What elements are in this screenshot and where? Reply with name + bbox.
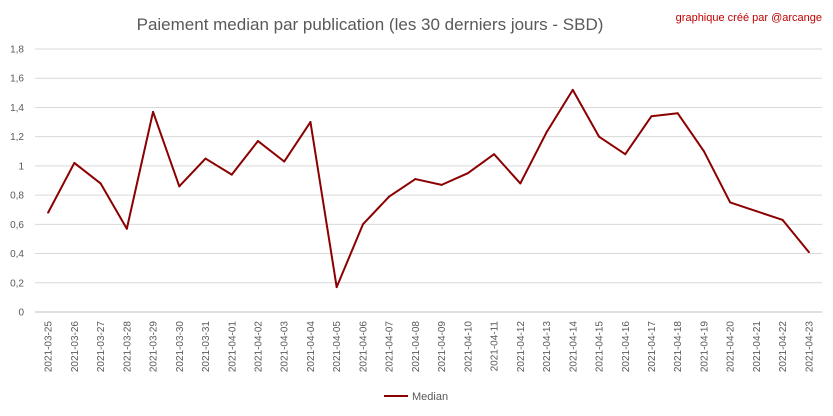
x-tick-label: 2021-04-09 xyxy=(437,321,448,373)
x-tick-label: 2021-04-01 xyxy=(227,321,238,373)
x-tick-label: 2021-04-17 xyxy=(647,321,658,373)
x-tick-label: 2021-04-19 xyxy=(699,321,710,373)
y-tick-label: 1 xyxy=(18,161,24,172)
data-point xyxy=(519,182,522,185)
data-point xyxy=(388,195,391,198)
data-point xyxy=(545,131,548,134)
chart-title: Paiement median par publication (les 30 … xyxy=(137,15,604,34)
data-point xyxy=(571,88,574,91)
y-tick-label: 1,2 xyxy=(10,132,24,143)
x-tick-label: 2021-03-27 xyxy=(96,321,107,373)
x-tick-label: 2021-03-25 xyxy=(44,321,55,373)
x-tick-label: 2021-04-14 xyxy=(568,321,579,373)
x-tick-label: 2021-03-29 xyxy=(149,321,160,373)
data-point xyxy=(414,178,417,181)
x-tick-label: 2021-04-16 xyxy=(621,321,632,373)
x-tick-label: 2021-04-12 xyxy=(516,321,527,373)
x-tick-label: 2021-04-18 xyxy=(673,321,684,373)
data-point xyxy=(702,150,705,153)
data-point xyxy=(466,172,469,175)
data-point xyxy=(256,140,259,143)
data-point xyxy=(204,157,207,160)
data-point xyxy=(73,161,76,164)
y-tick-label: 0,4 xyxy=(10,249,24,260)
data-point xyxy=(781,218,784,221)
data-point xyxy=(230,173,233,176)
y-axis-ticks: 0 0,2 0,4 0,6 0,8 1 1,2 1,4 1,6 1,8 xyxy=(10,45,24,319)
chart-credit: graphique créé par @arcange xyxy=(676,12,822,24)
x-tick-label: 2021-04-22 xyxy=(778,321,789,373)
x-tick-label: 2021-04-23 xyxy=(804,321,815,373)
data-point xyxy=(493,153,496,156)
data-point xyxy=(178,185,181,188)
x-tick-label: 2021-03-31 xyxy=(201,321,212,373)
data-point xyxy=(650,115,653,118)
y-tick-label: 1,4 xyxy=(10,103,24,114)
x-tick-label: 2021-04-07 xyxy=(385,321,396,373)
data-point xyxy=(99,182,102,185)
data-point xyxy=(152,110,155,113)
series-line-median xyxy=(47,88,810,289)
x-tick-label: 2021-04-15 xyxy=(595,321,606,373)
x-tick-label: 2021-04-06 xyxy=(358,321,369,373)
gridlines xyxy=(35,48,822,284)
y-tick-label: 0,8 xyxy=(10,191,24,202)
x-tick-label: 2021-03-30 xyxy=(175,321,186,373)
x-axis-ticks: 2021-03-25 2021-03-26 2021-03-27 2021-03-28… xyxy=(44,321,816,373)
data-point xyxy=(309,121,312,124)
x-tick-label: 2021-04-02 xyxy=(253,321,264,373)
y-tick-label: 1,6 xyxy=(10,74,24,85)
x-tick-label: 2021-03-26 xyxy=(70,321,81,373)
data-point xyxy=(807,251,810,254)
data-point xyxy=(125,227,128,230)
x-tick-label: 2021-04-13 xyxy=(542,321,553,373)
data-point xyxy=(729,201,732,204)
data-point xyxy=(440,183,443,186)
x-tick-label: 2021-04-21 xyxy=(752,321,763,373)
y-tick-label: 0 xyxy=(18,308,24,319)
y-tick-label: 0,2 xyxy=(10,278,24,289)
x-tick-label: 2021-04-05 xyxy=(332,321,343,373)
data-point xyxy=(47,211,50,214)
x-tick-label: 2021-04-11 xyxy=(490,321,501,372)
legend: Median xyxy=(384,391,448,403)
legend-label-median: Median xyxy=(412,391,448,403)
x-tick-label: 2021-04-04 xyxy=(306,321,317,373)
series-group xyxy=(47,88,810,289)
data-point xyxy=(598,135,601,138)
data-point xyxy=(361,223,364,226)
x-tick-label: 2021-03-28 xyxy=(122,321,133,373)
x-tick-label: 2021-04-08 xyxy=(411,321,422,373)
y-tick-label: 0,6 xyxy=(10,220,24,231)
data-point xyxy=(283,160,286,163)
x-tick-label: 2021-04-10 xyxy=(463,321,474,373)
x-tick-label: 2021-04-20 xyxy=(726,321,737,373)
data-point xyxy=(676,112,679,115)
y-tick-label: 1,8 xyxy=(10,45,24,56)
data-point xyxy=(335,286,338,289)
data-point xyxy=(624,153,627,156)
x-tick-label: 2021-04-03 xyxy=(280,321,291,373)
data-point xyxy=(755,210,758,213)
